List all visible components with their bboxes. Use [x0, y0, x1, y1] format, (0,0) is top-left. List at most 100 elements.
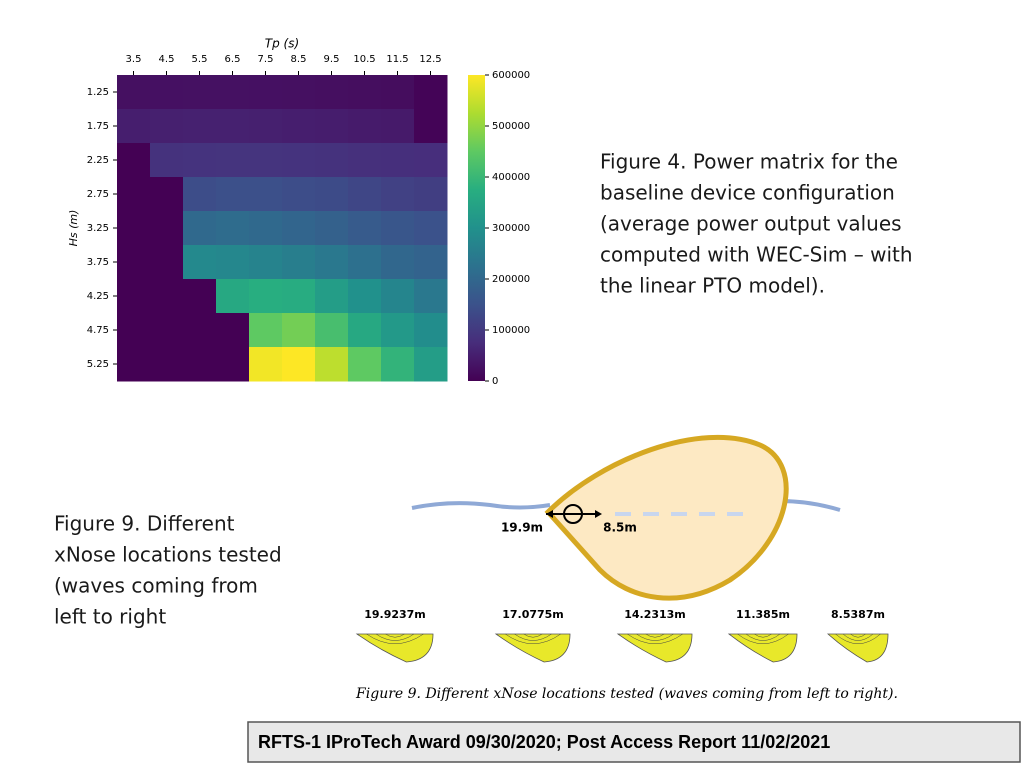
colorbar-tick-label: 500000 — [492, 121, 530, 132]
cell — [249, 245, 283, 280]
caption-line: xNose locations tested — [54, 543, 282, 567]
x-tick-label: 7.5 — [258, 54, 274, 65]
cell — [315, 177, 349, 212]
hull-section — [494, 633, 571, 663]
cell — [216, 211, 250, 246]
cell — [249, 313, 283, 348]
cell — [150, 75, 184, 110]
location-label: 11.385m — [736, 608, 790, 621]
cell — [216, 143, 250, 178]
cell — [381, 143, 415, 178]
cell — [315, 279, 349, 314]
cell — [249, 279, 283, 314]
hull-section — [616, 633, 693, 663]
hull-section — [826, 633, 889, 663]
colorbar-tick-label: 300000 — [492, 223, 530, 234]
cell — [183, 245, 217, 280]
cell — [414, 109, 448, 144]
cell — [348, 279, 382, 314]
cell — [183, 347, 217, 382]
cell — [282, 109, 316, 144]
cell — [348, 109, 382, 144]
y-tick-label: 3.25 — [87, 223, 109, 234]
caption-line: left to right — [54, 605, 166, 629]
contour — [375, 633, 415, 641]
x-tick-label: 6.5 — [225, 54, 241, 65]
cell — [348, 347, 382, 382]
cell — [183, 313, 217, 348]
diagram-label: 8.5m — [603, 521, 637, 535]
cell — [282, 75, 316, 110]
contour — [636, 633, 674, 641]
y-tick-label: 1.25 — [87, 87, 109, 98]
cell — [282, 143, 316, 178]
cell — [117, 313, 151, 348]
locations: 19.9237m 17.0775m 14.2313m 11.385m 8.5387m — [355, 608, 889, 663]
y-tick-label: 3.75 — [87, 257, 109, 268]
cell — [282, 313, 316, 348]
cell — [249, 109, 283, 144]
cell — [150, 211, 184, 246]
cell — [249, 211, 283, 246]
contour — [842, 633, 874, 641]
cell — [414, 177, 448, 212]
cell — [117, 347, 151, 382]
contour — [514, 633, 552, 641]
y-tick-label: 2.75 — [87, 189, 109, 200]
diagram-caption: Figure 9. Different xNose locations test… — [355, 686, 898, 702]
cell — [183, 109, 217, 144]
location-label: 17.0775m — [502, 608, 564, 621]
cell — [117, 109, 151, 144]
cell — [381, 109, 415, 144]
cell — [150, 109, 184, 144]
cell — [381, 245, 415, 280]
colorbar-tick-label: 0 — [492, 376, 498, 387]
cell — [183, 279, 217, 314]
cell — [117, 75, 151, 110]
cell — [216, 177, 250, 212]
cell — [315, 109, 349, 144]
x-tick-label: 4.5 — [159, 54, 175, 65]
cell — [381, 75, 415, 110]
cell — [348, 75, 382, 110]
cell — [150, 347, 184, 382]
cell — [282, 211, 316, 246]
cell — [216, 75, 250, 110]
cell — [216, 347, 250, 382]
cell — [183, 177, 217, 212]
cell — [216, 279, 250, 314]
cell — [216, 109, 250, 144]
colorbar-tick-label: 400000 — [492, 172, 530, 183]
cell — [414, 211, 448, 246]
cell — [117, 143, 151, 178]
cell — [216, 245, 250, 280]
contour — [835, 633, 881, 644]
caption-line: Figure 4. Power matrix for the — [600, 150, 898, 174]
caption-line: computed with WEC-Sim – with — [600, 243, 913, 267]
cell — [414, 143, 448, 178]
y-axis-title: Hs (m) — [67, 210, 80, 247]
cell — [414, 347, 448, 382]
cell — [414, 279, 448, 314]
cell — [381, 177, 415, 212]
x-tick-label: 11.5 — [386, 54, 408, 65]
cell — [315, 245, 349, 280]
y-tick-label: 4.75 — [87, 325, 109, 336]
cell — [150, 313, 184, 348]
cell — [348, 143, 382, 178]
wave — [411, 501, 551, 510]
cell — [414, 313, 448, 348]
cell — [348, 177, 382, 212]
cell — [117, 211, 151, 246]
cell — [348, 313, 382, 348]
caption-line: the linear PTO model). — [600, 274, 825, 298]
hull-section — [355, 633, 434, 663]
contour — [745, 633, 781, 641]
figure9-caption: Figure 9. Different xNose locations teste… — [54, 512, 282, 629]
colorbar — [468, 75, 485, 381]
figure4-caption: Figure 4. Power matrix for the baseline d… — [600, 150, 913, 298]
cell — [282, 245, 316, 280]
x-tick-label: 9.5 — [324, 54, 340, 65]
caption-line: baseline device configuration — [600, 181, 895, 205]
